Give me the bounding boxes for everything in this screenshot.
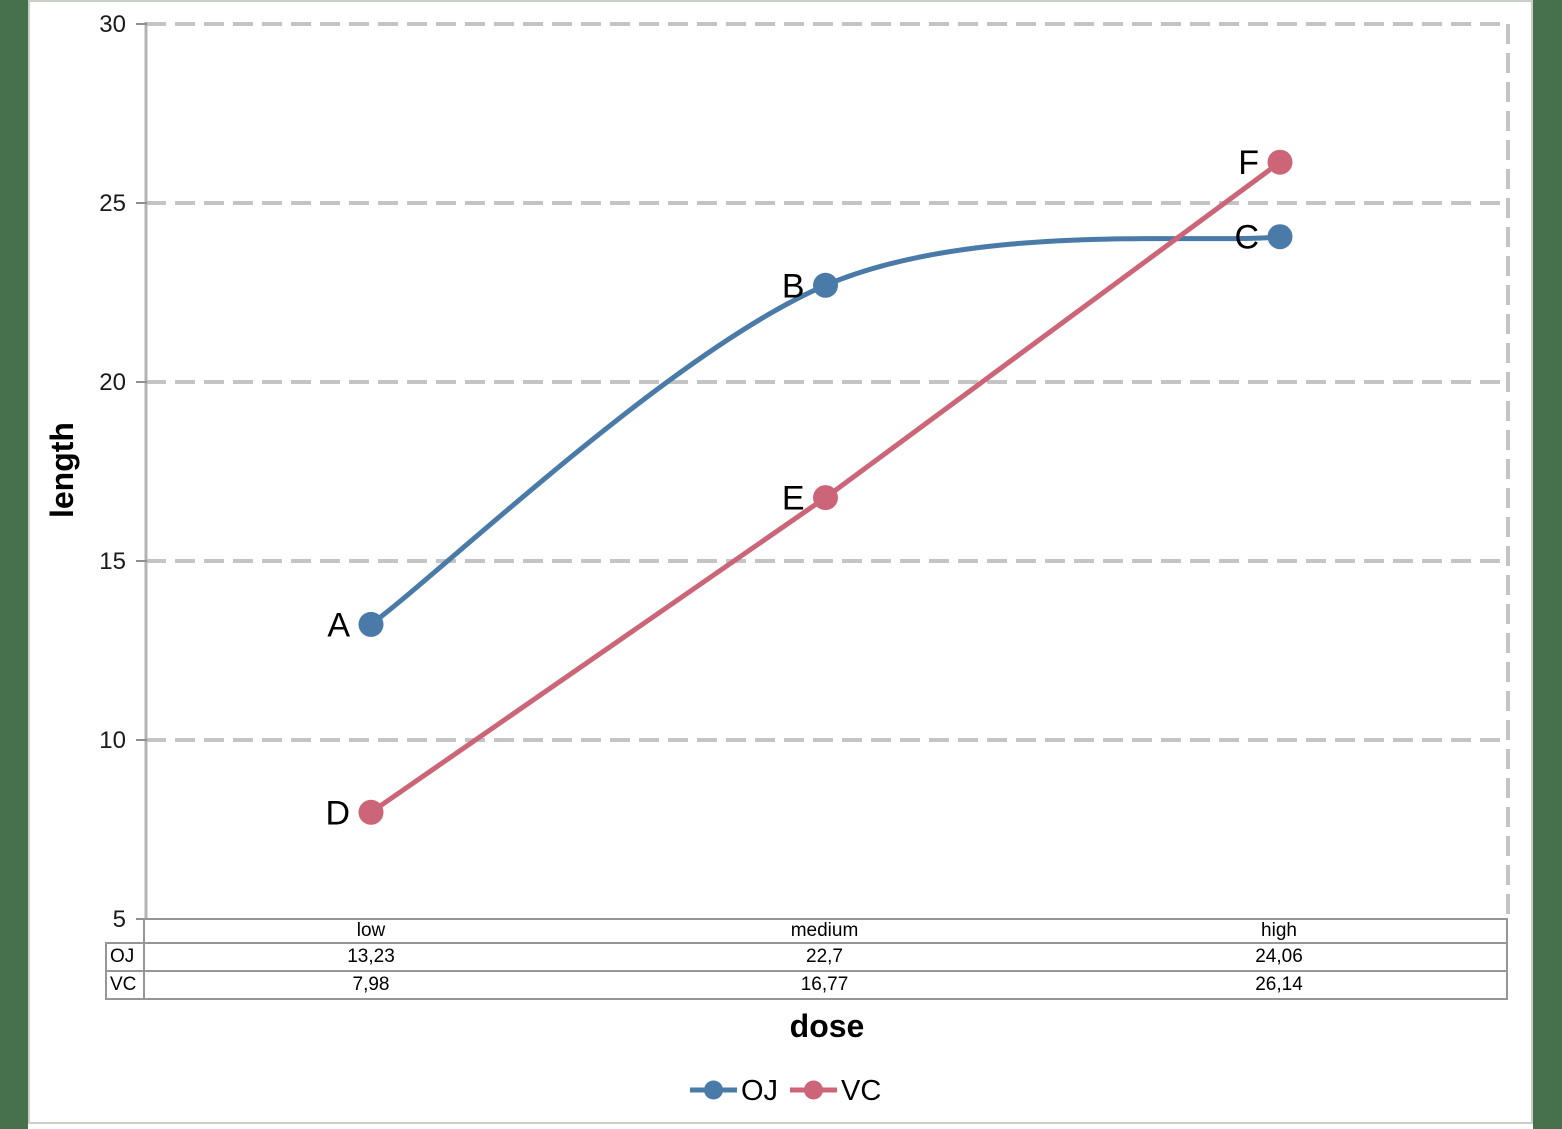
y-tick-label-5: 5 bbox=[113, 906, 126, 933]
y-tick-label-30: 30 bbox=[99, 11, 126, 38]
data-series: A B C D E F bbox=[325, 144, 1293, 832]
y-tick-label-15: 15 bbox=[99, 548, 126, 575]
x-axis-title: dose bbox=[790, 1008, 865, 1044]
table-cell-OJ-medium: 22,7 bbox=[597, 944, 1052, 972]
gridlines bbox=[146, 22, 1510, 919]
y-tick-label-25: 25 bbox=[99, 190, 126, 217]
y-tick-label-20: 20 bbox=[99, 369, 126, 396]
table-column-header-medium: medium bbox=[597, 920, 1052, 944]
table-column-header-low: low bbox=[145, 920, 597, 944]
data-point-VC-high bbox=[1267, 149, 1293, 175]
point-label-A: A bbox=[327, 606, 350, 644]
y-axis: 5 10 15 20 25 30 bbox=[99, 11, 148, 933]
data-point-OJ-medium bbox=[813, 272, 838, 298]
chart-data-table: low medium high 13,23 22,7 24,06 7,98 16,77 26,1… bbox=[143, 918, 1508, 1000]
desktop-background-left bbox=[0, 0, 28, 1129]
legend-marker-OJ bbox=[704, 1080, 723, 1100]
chart-legend: OJ VC bbox=[690, 1075, 881, 1107]
data-point-OJ-low bbox=[358, 611, 384, 637]
table-cell-OJ-low: 13,23 bbox=[145, 944, 597, 972]
table-row-label-VC: VC bbox=[110, 974, 137, 995]
data-point-VC-medium bbox=[813, 485, 838, 511]
point-label-B: B bbox=[782, 267, 805, 305]
desktop-background-right bbox=[1533, 0, 1562, 1129]
legend-marker-VC bbox=[804, 1080, 823, 1100]
table-cell-OJ-high: 24,06 bbox=[1052, 944, 1506, 972]
table-cell-VC-low: 7,98 bbox=[352, 974, 390, 995]
data-point-VC-low bbox=[358, 799, 384, 825]
y-axis-title: length bbox=[44, 422, 80, 518]
legend-label-VC: VC bbox=[841, 1075, 881, 1107]
table-cell-VC-high: 26,14 bbox=[1255, 974, 1303, 995]
table-row-label-OJ: OJ bbox=[107, 944, 143, 972]
point-label-D: D bbox=[325, 794, 350, 832]
point-label-E: E bbox=[782, 480, 805, 518]
table-cell-VC-medium: 16,77 bbox=[800, 974, 849, 995]
point-label-F: F bbox=[1238, 144, 1259, 182]
y-tick-label-10: 10 bbox=[99, 727, 126, 754]
point-label-C: C bbox=[1234, 219, 1259, 257]
chart-data-table-row-labels: OJ VC bbox=[105, 942, 145, 1000]
table-column-header-high: high bbox=[1052, 920, 1506, 944]
data-point-OJ-high bbox=[1267, 224, 1293, 250]
legend-label-OJ: OJ bbox=[741, 1075, 778, 1107]
